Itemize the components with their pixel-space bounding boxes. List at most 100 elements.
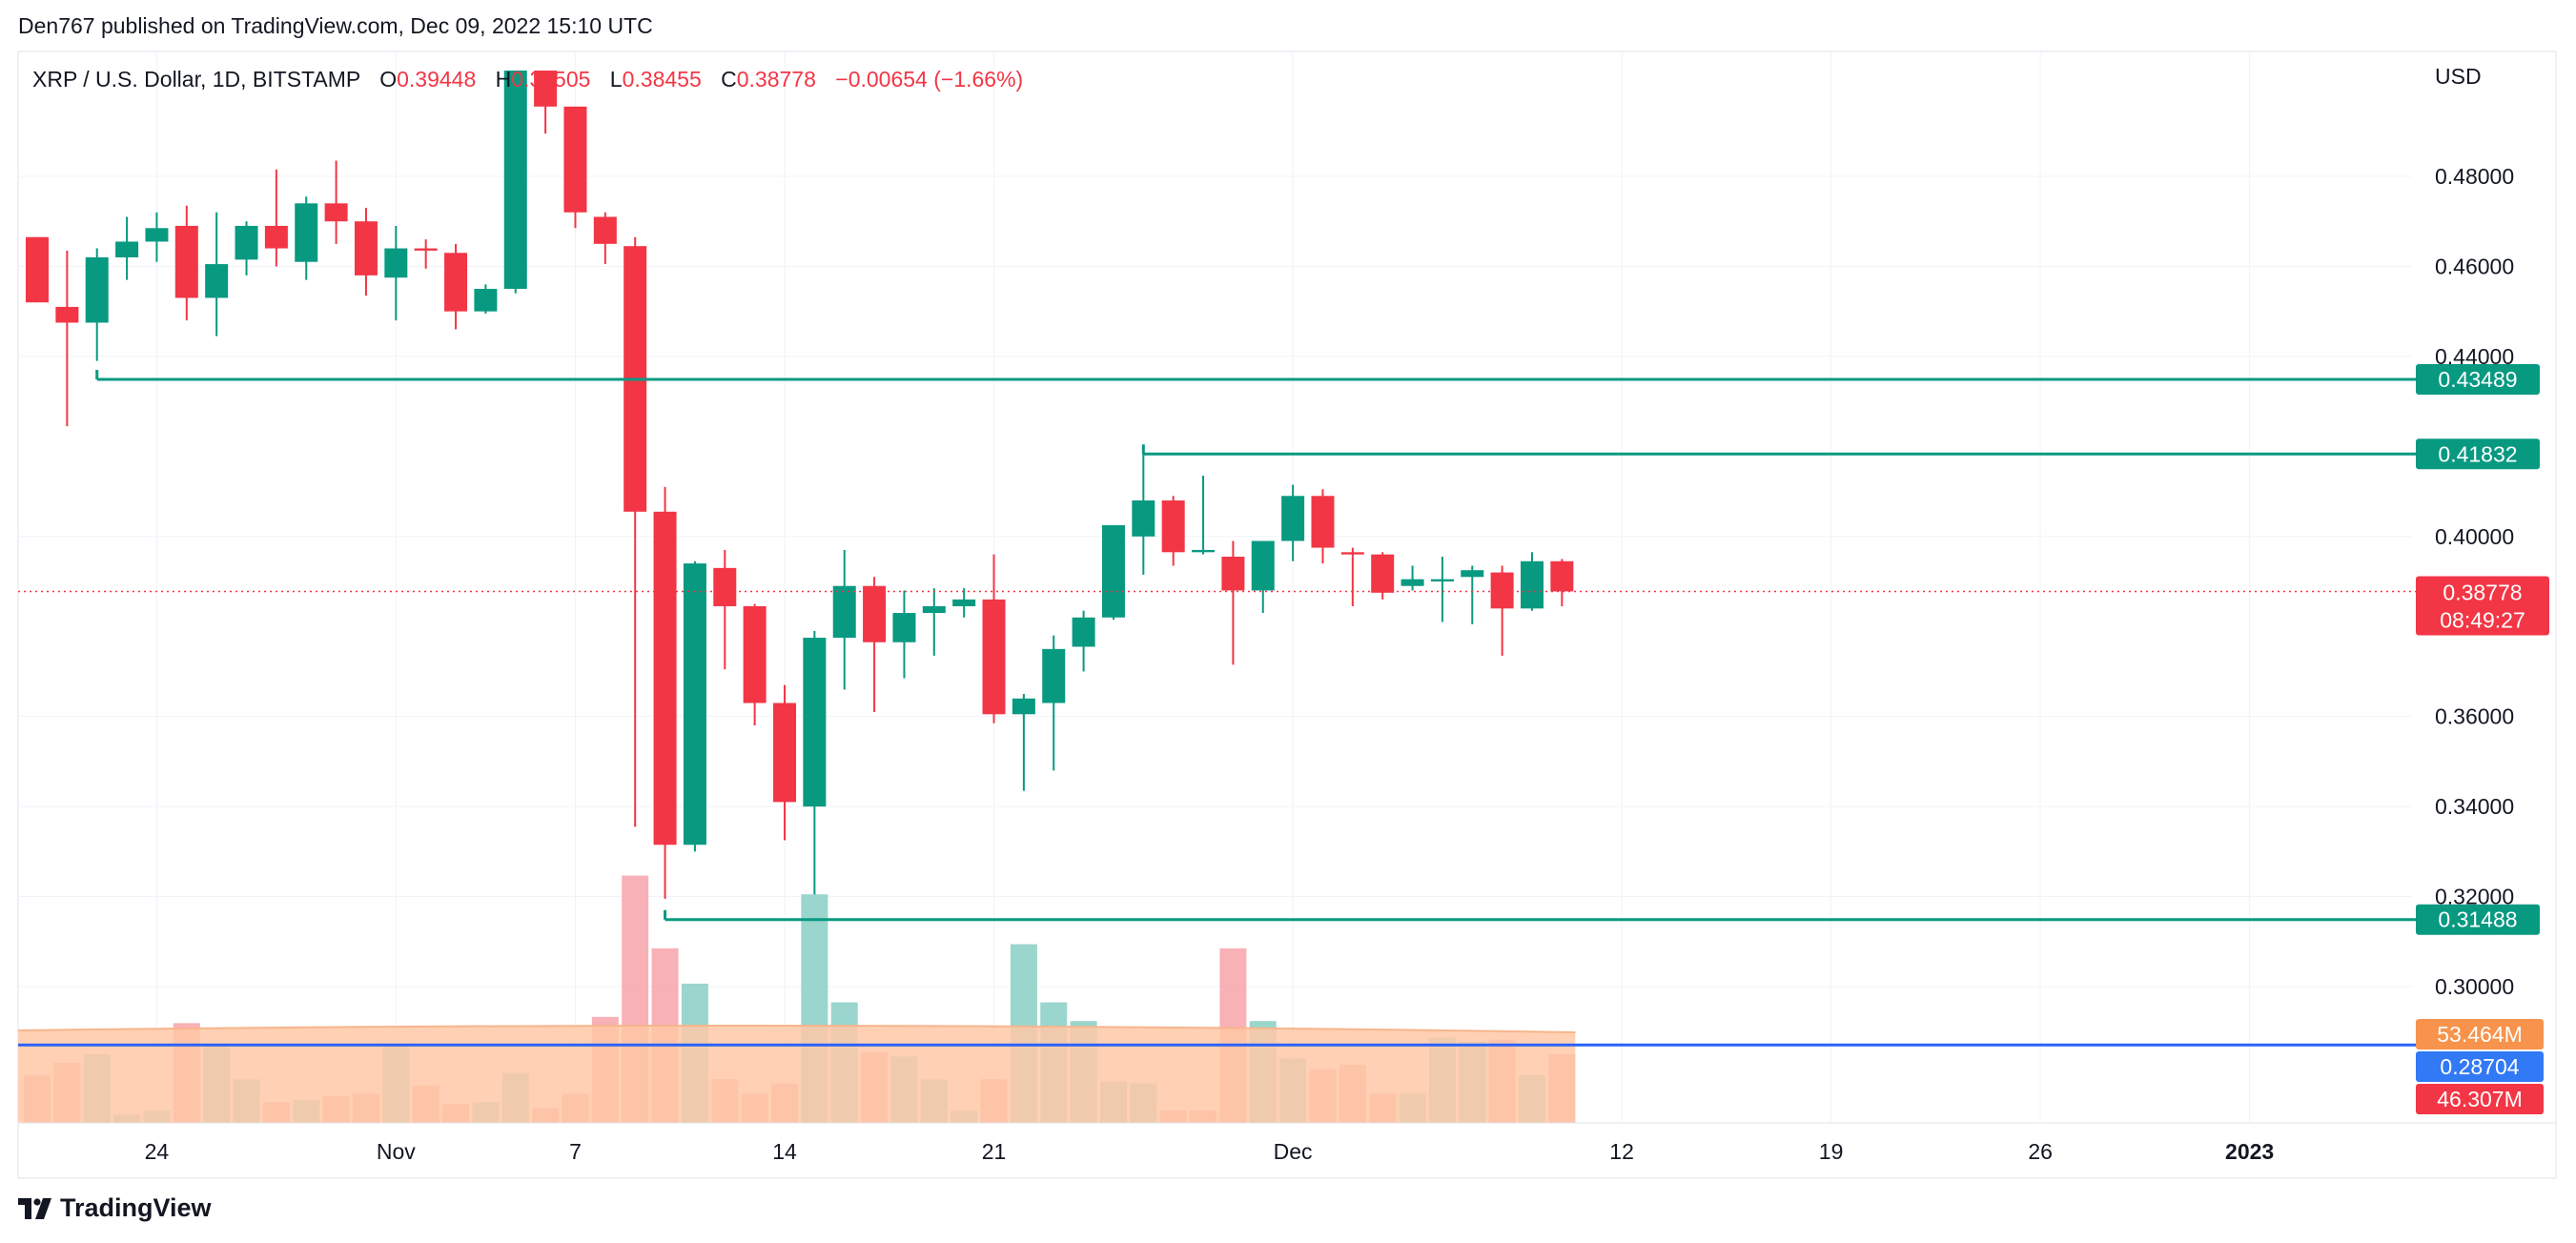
last-volume-tag [2416,1084,2544,1114]
candle[interactable] [743,603,767,726]
candle[interactable] [982,554,1006,723]
candle[interactable] [354,208,378,296]
tradingview-brand[interactable]: TradingView [18,1193,212,1223]
candle-body [26,236,49,303]
candle[interactable] [205,212,229,336]
candle[interactable] [1012,694,1035,791]
candle[interactable] [1521,552,1544,611]
candle-body [1161,500,1185,553]
candle[interactable] [1340,547,1364,606]
candle[interactable] [1281,484,1305,561]
candle[interactable] [563,106,587,229]
candle[interactable] [713,549,737,670]
y-tick-label: 0.30000 [2435,974,2514,999]
candle[interactable] [115,216,139,280]
candle-body [324,203,348,222]
x-tick-label: 26 [2028,1139,2053,1164]
candle-body [384,248,408,278]
candle[interactable] [384,225,408,321]
candle[interactable] [653,486,677,899]
candle-body [1311,496,1335,548]
candlesticks[interactable] [26,71,1574,899]
candle[interactable] [683,560,706,852]
candle-body [1012,698,1035,715]
candle[interactable] [803,630,827,895]
candle-body [803,638,827,807]
candle[interactable] [26,236,49,303]
x-tick-label: 24 [145,1139,170,1164]
candle[interactable] [624,236,647,827]
candle[interactable] [295,196,318,280]
candle-body [1132,500,1155,537]
candle[interactable] [264,169,288,267]
candle[interactable] [952,588,976,618]
x-tick-label: Nov [377,1139,416,1164]
candle-body [563,106,587,213]
candle-body [1042,648,1066,703]
candle[interactable] [1042,635,1066,771]
symbol-name[interactable]: XRP / U.S. Dollar, 1D, BITSTAMP [32,67,360,92]
candle[interactable] [1101,524,1125,621]
volume-ma-tag [2416,1019,2544,1049]
candle[interactable] [1550,559,1574,606]
level-price-label: 0.31488 [2438,907,2517,932]
brand-name: TradingView [60,1193,212,1222]
candle[interactable] [1161,496,1185,566]
candle[interactable] [503,71,527,294]
candle[interactable] [1490,565,1514,656]
y-tick-label: 0.46000 [2435,254,2514,278]
candle-body [1101,524,1125,618]
current-price-tag [2416,576,2549,636]
close-label: C [721,67,737,92]
candle[interactable] [1221,540,1245,665]
last-volume-tag-label: 46.307M [2437,1087,2523,1111]
candle[interactable] [174,205,198,321]
x-tick-label: 7 [569,1139,582,1164]
candle[interactable] [1430,557,1454,622]
candle[interactable] [863,577,887,712]
candle[interactable] [534,71,558,134]
candle[interactable] [1251,540,1275,614]
candle-body [683,563,706,846]
candle[interactable] [832,549,856,690]
candle-body [1430,579,1454,581]
candle-body [653,511,677,846]
x-tick-label: Dec [1274,1139,1313,1164]
open-value: 0.39448 [397,67,477,92]
candle-body [952,599,976,606]
open-label: O [379,67,398,92]
candle[interactable] [1371,552,1395,600]
candle[interactable] [1311,489,1335,564]
candle[interactable] [55,250,79,427]
candle[interactable] [773,684,796,841]
candle[interactable] [145,212,169,262]
candle[interactable] [1461,565,1484,624]
x-tick-label: 14 [772,1139,797,1164]
candle[interactable] [1132,453,1155,575]
candle[interactable] [1072,610,1095,672]
horizontal-levels[interactable] [18,370,2422,1047]
candle[interactable] [414,239,438,269]
candle[interactable] [1400,565,1424,591]
volume-ma-line [17,1024,1576,1033]
candle[interactable] [593,212,617,265]
level-price-tag [2416,438,2540,470]
candle[interactable] [444,243,468,330]
low-label: L [609,67,623,92]
candle-body [1340,552,1364,555]
x-tick-label: 19 [1819,1139,1844,1164]
high-value: 0.39505 [511,67,591,92]
candle-body [1221,557,1245,591]
candle-body [1400,579,1424,586]
price-tags: 0.43489 0.41832 0.31488 0.38778 08:49:27 53.4… [2416,364,2549,1114]
candle-body [1371,554,1395,593]
candle[interactable] [474,284,498,315]
candle[interactable] [85,248,109,361]
candle[interactable] [324,160,348,244]
candle[interactable] [1192,476,1216,555]
candle[interactable] [235,221,258,275]
candle[interactable] [892,590,916,679]
candle[interactable] [922,588,946,656]
candle-body [892,613,916,642]
